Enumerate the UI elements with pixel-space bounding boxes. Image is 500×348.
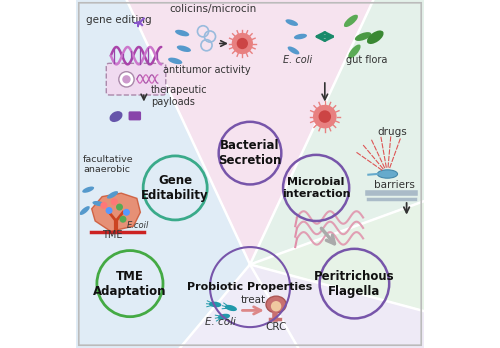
Text: Microbial
interaction: Microbial interaction [282,177,350,199]
Polygon shape [250,264,500,348]
Text: drugs: drugs [377,127,407,137]
Ellipse shape [286,19,298,26]
Text: TME: TME [102,230,122,240]
Circle shape [106,207,112,214]
Text: Peritrichous
Flagella: Peritrichous Flagella [314,270,394,298]
Circle shape [123,209,130,216]
Ellipse shape [344,15,358,27]
Text: therapeutic
payloads: therapeutic payloads [151,85,208,106]
Text: Bacterial
Secretion: Bacterial Secretion [218,139,282,167]
Ellipse shape [107,191,118,199]
Ellipse shape [266,296,286,313]
Ellipse shape [209,302,222,307]
Circle shape [313,105,336,128]
Ellipse shape [177,46,191,52]
Ellipse shape [355,32,372,41]
Text: E.coil: E.coil [126,221,149,230]
Text: E. coli: E. coli [284,55,312,65]
Ellipse shape [367,30,384,44]
Polygon shape [92,193,140,231]
Circle shape [111,198,118,205]
Text: facultative
anaerobic: facultative anaerobic [83,155,134,174]
Ellipse shape [271,301,281,311]
Text: Gene
Editability: Gene Editability [142,174,209,202]
Text: treat: treat [240,295,266,306]
FancyBboxPatch shape [106,63,166,95]
Circle shape [236,38,248,49]
Circle shape [100,202,107,209]
Ellipse shape [378,170,398,178]
Ellipse shape [225,305,237,311]
Ellipse shape [168,58,182,64]
Ellipse shape [218,314,230,319]
Text: TME
Adaptation: TME Adaptation [93,270,166,298]
Polygon shape [0,0,250,348]
Text: CRC: CRC [266,322,287,332]
Circle shape [232,33,253,54]
Polygon shape [250,86,500,348]
Ellipse shape [175,30,189,36]
Ellipse shape [288,46,300,55]
Text: antitumor activity: antitumor activity [162,65,250,75]
Ellipse shape [348,45,360,58]
Circle shape [120,216,126,223]
Ellipse shape [92,201,105,206]
Polygon shape [30,0,470,264]
Ellipse shape [80,206,90,215]
FancyBboxPatch shape [128,111,141,120]
Text: gut flora: gut flora [346,55,388,65]
Text: barriers: barriers [374,180,414,190]
Polygon shape [250,0,500,264]
Ellipse shape [110,111,122,122]
Polygon shape [0,264,500,348]
Circle shape [116,204,123,211]
Text: E. coli: E. coli [205,317,236,327]
Text: colicins/microcin: colicins/microcin [170,4,257,14]
Circle shape [318,110,331,123]
Text: gene editing: gene editing [86,15,152,25]
Circle shape [122,75,130,84]
Circle shape [119,72,134,87]
Text: Probiotic Properties: Probiotic Properties [188,282,312,292]
Ellipse shape [294,34,307,39]
Ellipse shape [82,187,94,193]
